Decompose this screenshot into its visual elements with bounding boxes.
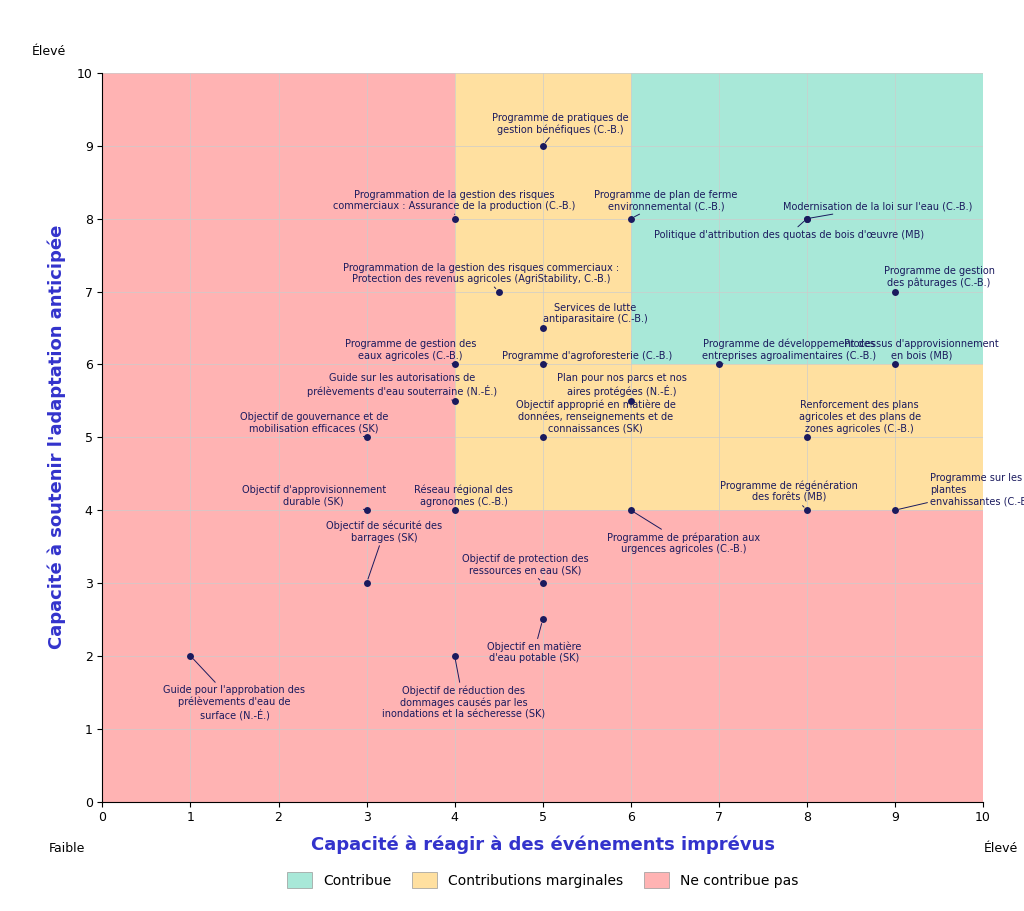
- Text: Objectif d'approvisionnement
durable (SK): Objectif d'approvisionnement durable (SK…: [242, 485, 386, 510]
- Text: Faible: Faible: [49, 842, 85, 855]
- Point: [623, 394, 639, 408]
- Point: [711, 357, 727, 372]
- Text: Réseau régional des
agronomes (C.-B.): Réseau régional des agronomes (C.-B.): [414, 485, 513, 510]
- Text: Politique d'attribution des quotas de bois d'œuvre (MB): Politique d'attribution des quotas de bo…: [654, 221, 925, 240]
- Text: Guide sur les autorisations de
prélèvements d'eau souterraine (N.-É.): Guide sur les autorisations de prélèveme…: [307, 374, 497, 401]
- Point: [799, 503, 815, 517]
- Point: [799, 211, 815, 226]
- Point: [535, 321, 551, 335]
- Point: [490, 284, 507, 299]
- Text: Renforcement des plans
agricoles et des plans de
zones agricoles (C.-B.): Renforcement des plans agricoles et des …: [799, 401, 921, 437]
- Point: [623, 503, 639, 517]
- Y-axis label: Capacité à soutenir l'adaptation anticipée: Capacité à soutenir l'adaptation anticip…: [47, 225, 66, 650]
- Point: [535, 138, 551, 153]
- Text: Élevé: Élevé: [983, 842, 1018, 855]
- Text: Programmation de la gestion des risques commerciaux :
Protection des revenus agr: Programmation de la gestion des risques …: [343, 262, 620, 289]
- Text: Programme de développement des
entreprises agroalimentaires (C.-B.): Programme de développement des entrepris…: [702, 339, 877, 363]
- Point: [623, 211, 639, 226]
- Point: [799, 430, 815, 445]
- Text: Services de lutte
antiparasitaire (C.-B.): Services de lutte antiparasitaire (C.-B.…: [543, 302, 648, 328]
- Point: [535, 612, 551, 627]
- Text: Programme de gestion
des pâturages (C.-B.): Programme de gestion des pâturages (C.-B…: [884, 266, 994, 292]
- Legend: Contribue, Contributions marginales, Ne contribue pas: Contribue, Contributions marginales, Ne …: [280, 865, 806, 895]
- Text: Objectif de gouvernance et de
mobilisation efficaces (SK): Objectif de gouvernance et de mobilisati…: [240, 412, 388, 437]
- Point: [535, 430, 551, 445]
- Point: [535, 576, 551, 590]
- Text: Guide pour l'approbation des
prélèvements d'eau de
surface (N.-É.): Guide pour l'approbation des prélèvement…: [164, 659, 305, 721]
- Point: [358, 430, 375, 445]
- Point: [887, 503, 903, 517]
- Text: Modernisation de la loi sur l'eau (C.-B.): Modernisation de la loi sur l'eau (C.-B.…: [782, 201, 972, 218]
- Text: Processus d'approvisionnement
en bois (MB): Processus d'approvisionnement en bois (M…: [844, 339, 998, 364]
- Text: Programme de pratiques de
gestion bénéfiques (C.-B.): Programme de pratiques de gestion bénéfi…: [492, 113, 629, 142]
- Text: Objectif de protection des
ressources en eau (SK): Objectif de protection des ressources en…: [462, 554, 589, 580]
- Point: [799, 211, 815, 226]
- Point: [446, 211, 463, 226]
- Point: [535, 357, 551, 372]
- Point: [887, 284, 903, 299]
- Text: Élevé: Élevé: [32, 46, 67, 58]
- Text: Objectif de réduction des
dommages causés par les
inondations et la sécheresse (: Objectif de réduction des dommages causé…: [382, 660, 545, 720]
- Text: Programme de régénération
des forêts (MB): Programme de régénération des forêts (MB…: [720, 481, 858, 507]
- Text: Plan pour nos parcs et nos
aires protégées (N.-É.): Plan pour nos parcs et nos aires protégé…: [557, 374, 687, 401]
- X-axis label: Capacité à réagir à des événements imprévus: Capacité à réagir à des événements impré…: [310, 835, 775, 854]
- Text: Programme de gestion des
eaux agricoles (C.-B.): Programme de gestion des eaux agricoles …: [345, 339, 476, 364]
- Point: [358, 576, 375, 590]
- Text: Objectif approprié en matière de
données, renseignements et de
connaissances (SK: Objectif approprié en matière de données…: [516, 399, 676, 437]
- Text: Programme de préparation aux
urgences agricoles (C.-B.): Programme de préparation aux urgences ag…: [607, 512, 760, 554]
- Text: Programmation de la gestion des risques
commerciaux : Assurance de la production: Programmation de la gestion des risques …: [334, 189, 575, 214]
- Point: [446, 357, 463, 372]
- Point: [446, 394, 463, 408]
- Bar: [455, 73, 983, 510]
- Point: [446, 649, 463, 663]
- Text: Programme de plan de ferme
environnemental (C.-B.): Programme de plan de ferme environnement…: [594, 189, 737, 217]
- Point: [182, 649, 199, 663]
- Text: Objectif de sécurité des
barrages (SK): Objectif de sécurité des barrages (SK): [326, 521, 442, 579]
- Point: [446, 503, 463, 517]
- Bar: [631, 73, 983, 364]
- Point: [887, 357, 903, 372]
- Text: Programme d'agroforesterie (C.-B.): Programme d'agroforesterie (C.-B.): [502, 351, 672, 363]
- Point: [358, 503, 375, 517]
- Text: Objectif en matière
d'eau potable (SK): Objectif en matière d'eau potable (SK): [486, 623, 581, 663]
- Text: Programme sur les
plantes
envahissantes (C.-B.): Programme sur les plantes envahissantes …: [899, 474, 1024, 509]
